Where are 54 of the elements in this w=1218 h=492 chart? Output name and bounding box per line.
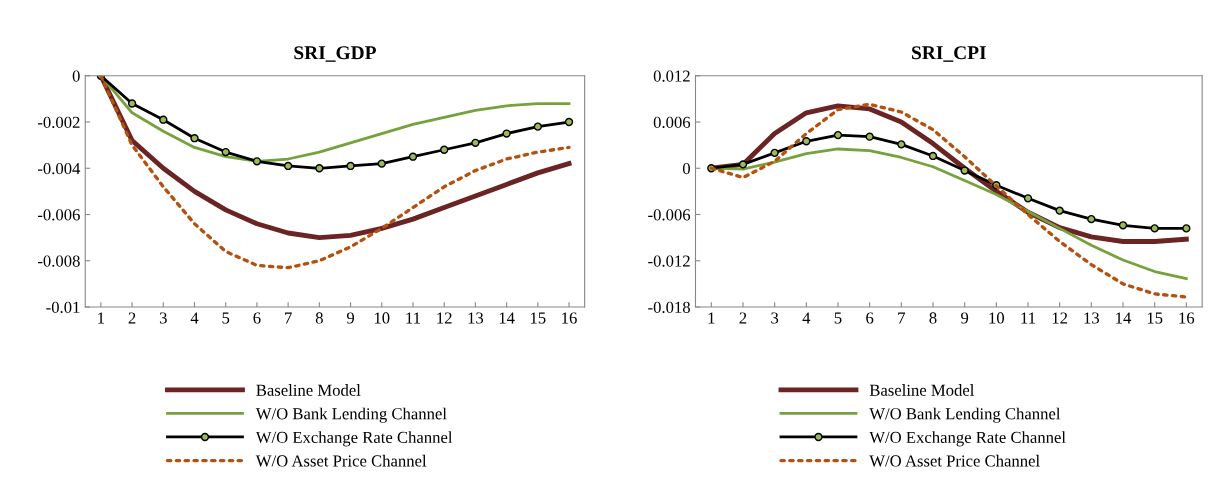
y-tick-label: -0.004 [37,162,81,175]
x-tick-label: 2 [128,312,136,324]
y-tick-label: -0.012 [648,255,690,267]
x-tick-label: 6 [866,312,874,324]
x-tick-label: 15 [1147,312,1163,324]
legend-label: W/O Asset Price Channel [255,454,427,467]
x-tick-label: 11 [1021,312,1036,324]
x-tick-label: 4 [190,312,199,324]
x-tick-label: 13 [1084,312,1100,324]
x-tick-label: 14 [1116,312,1132,324]
x-tick-label: 7 [898,312,906,324]
y-tick-label: -0.002 [37,116,80,129]
y-tick-label: 0 [72,70,80,82]
x-tick-label: 1 [98,312,105,324]
legend-label: W/O Bank Lending Channel [255,407,447,423]
legend-label: Baseline Model [869,384,975,396]
y-tick-label: 0.012 [653,70,690,82]
x-tick-label: 2 [739,312,747,324]
x-tick-label: 16 [1179,312,1195,324]
x-tick-label: 8 [315,312,323,324]
chart-title: SRI_CPI [912,46,986,62]
x-tick-label: 12 [437,312,452,324]
x-tick-label: 13 [468,312,484,324]
y-tick-label: -0.01 [46,301,80,314]
x-tick-label: 5 [834,312,842,324]
x-tick-label: 12 [1052,312,1068,324]
legend-label: W/O Exchange Rate Channel [255,431,453,447]
legend-label: Baseline Model [256,384,361,396]
legend-label: W/O Asset Price Channel [869,454,1040,467]
x-tick-label: 7 [285,312,292,324]
x-tick-label: 6 [253,312,261,324]
x-tick-label: 8 [929,312,937,324]
x-tick-label: 4 [802,312,811,324]
x-tick-label: 9 [346,312,355,324]
y-tick-label: -0.006 [37,209,80,221]
x-tick-label: 5 [222,312,230,324]
y-tick-label: 0.006 [653,116,691,129]
chart-title: SRI_GDP [294,46,376,62]
y-tick-label: -0.008 [37,255,80,267]
x-tick-label: 11 [406,312,420,324]
x-tick-label: 14 [499,312,515,324]
x-tick-label: 10 [989,312,1005,324]
x-tick-label: 10 [374,312,390,324]
legend-label: W/O Bank Lending Channel [869,407,1061,423]
x-tick-label: 3 [771,312,779,324]
x-tick-label: 9 [961,312,969,324]
y-tick-label: 0 [682,162,690,175]
x-tick-label: 1 [708,312,715,324]
y-tick-label: -0.018 [648,301,690,314]
x-tick-label: 3 [159,312,167,324]
legend-label: W/O Exchange Rate Channel [869,431,1066,447]
y-tick-label: -0.006 [648,209,691,221]
x-tick-label: 15 [530,312,546,324]
x-tick-label: 16 [562,312,577,324]
